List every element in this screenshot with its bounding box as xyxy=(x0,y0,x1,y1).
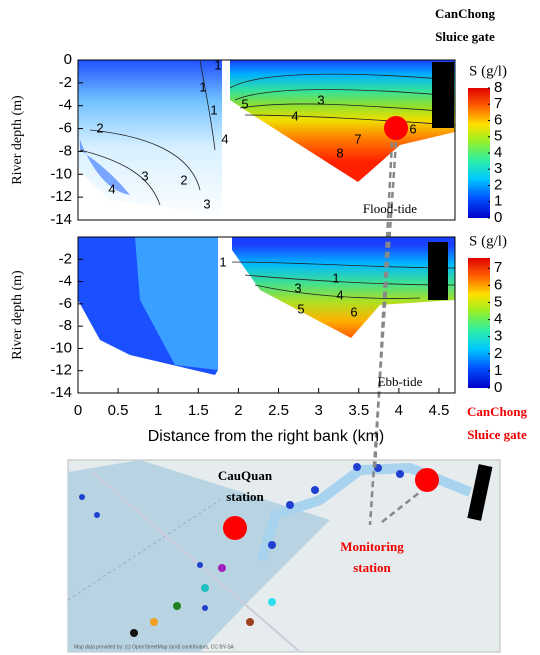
y-axis-label: River depth (m) xyxy=(10,95,25,185)
colorbar-tick-label: 5 xyxy=(494,128,502,145)
contour-label: 4 xyxy=(336,287,343,302)
x-tick-label: 4 xyxy=(395,402,403,419)
x-tick-label: 1 xyxy=(154,402,162,419)
panel-label: Ebb-tide xyxy=(378,374,423,389)
contour-label: 1 xyxy=(210,102,217,117)
contour-label: 6 xyxy=(409,121,416,136)
contour-label: 2 xyxy=(180,172,187,187)
sluice-label: CanChong xyxy=(467,404,527,419)
y-tick-label: -10 xyxy=(50,165,72,182)
sluice-label: CanChong xyxy=(435,6,495,21)
contour-label: 4 xyxy=(108,181,115,196)
y-tick-label: -6 xyxy=(59,120,72,137)
x-axis-label: Distance from the right bank (km) xyxy=(148,428,385,445)
x-tick-label: 0.5 xyxy=(108,402,129,419)
colorbar-tick-label: 1 xyxy=(494,362,502,379)
contour-label: 3 xyxy=(294,280,301,295)
contour-label: 5 xyxy=(241,96,248,111)
colorbar-tick-label: 4 xyxy=(494,144,502,161)
colorbar-tick-label: 6 xyxy=(494,276,502,293)
map-attribution: Map data provided by: (c) OpenStreetMap … xyxy=(74,644,235,650)
figure: River depth (m) River depth (m) Distance… xyxy=(0,0,540,655)
y-tick-label: -12 xyxy=(50,188,72,205)
station-label: CauQuan xyxy=(218,468,273,483)
contour-label: 7 xyxy=(354,131,361,146)
colorbar-tick-label: 0 xyxy=(494,379,502,396)
contour-label: 5 xyxy=(297,301,304,316)
colorbar-tick-label: 1 xyxy=(494,193,502,210)
contour-label: 3 xyxy=(317,92,324,107)
flood-field xyxy=(78,60,455,220)
contour-label: 1 xyxy=(214,57,221,72)
y-tick-label: -4 xyxy=(59,273,72,290)
y-tick-label: -14 xyxy=(50,211,72,228)
contour-label: 1 xyxy=(219,254,226,269)
y-tick-label: -2 xyxy=(59,250,72,267)
contour-label: 4 xyxy=(221,131,228,146)
y-tick-label: -10 xyxy=(50,339,72,356)
y-tick-label: -12 xyxy=(50,362,72,379)
contour-label: 2 xyxy=(96,120,103,135)
x-tick-label: 3 xyxy=(314,402,322,419)
station-label: Monitoring xyxy=(340,539,404,554)
y-tick-label: -6 xyxy=(59,295,72,312)
colorbar-tick-label: 2 xyxy=(494,345,502,362)
y-axis-label: River depth (m) xyxy=(10,270,25,360)
y-tick-label: -8 xyxy=(59,317,72,334)
y-tick-label: -2 xyxy=(59,74,72,91)
x-tick-label: 0 xyxy=(74,402,82,419)
contour-label: 4 xyxy=(291,108,298,123)
y-tick-label: -4 xyxy=(59,97,72,114)
colorbar-tick-label: 4 xyxy=(494,311,502,328)
colorbar-tick-label: 3 xyxy=(494,160,502,177)
contour-label: 1 xyxy=(199,79,206,94)
colorbar-tick-label: 6 xyxy=(494,111,502,128)
y-tick-label: 0 xyxy=(64,51,72,68)
colorbar-tick-label: 0 xyxy=(494,209,502,226)
colorbar-tick-label: 8 xyxy=(494,79,502,96)
ebb-field xyxy=(78,237,455,375)
colorbar-label: S (g/l) xyxy=(469,63,507,79)
colorbar-label: S (g/l) xyxy=(469,233,507,249)
colorbar-tick-label: 3 xyxy=(494,328,502,345)
x-tick-label: 4.5 xyxy=(429,402,450,419)
colorbar-tick-label: 5 xyxy=(494,293,502,310)
y-tick-label: -8 xyxy=(59,142,72,159)
x-tick-label: 2 xyxy=(234,402,242,419)
map xyxy=(68,460,500,652)
colorbar-tick-label: 7 xyxy=(494,95,502,112)
sluice-label: Sluice gate xyxy=(435,29,495,44)
x-tick-label: 2.5 xyxy=(268,402,289,419)
contour-label: 3 xyxy=(203,196,210,211)
contour-label: 1 xyxy=(332,270,339,285)
x-tick-label: 3.5 xyxy=(348,402,369,419)
sluice-label: Sluice gate xyxy=(467,427,527,442)
contour-label: 3 xyxy=(141,168,148,183)
station-label: station xyxy=(226,489,264,504)
panel-label: Flood-tide xyxy=(363,201,417,216)
colorbar-tick-label: 7 xyxy=(494,259,502,276)
station-label: station xyxy=(353,560,391,575)
y-tick-label: -14 xyxy=(50,384,72,401)
x-tick-label: 1.5 xyxy=(188,402,209,419)
contour-label: 6 xyxy=(350,304,357,319)
contour-label: 8 xyxy=(336,145,343,160)
colorbar-tick-label: 2 xyxy=(494,176,502,193)
